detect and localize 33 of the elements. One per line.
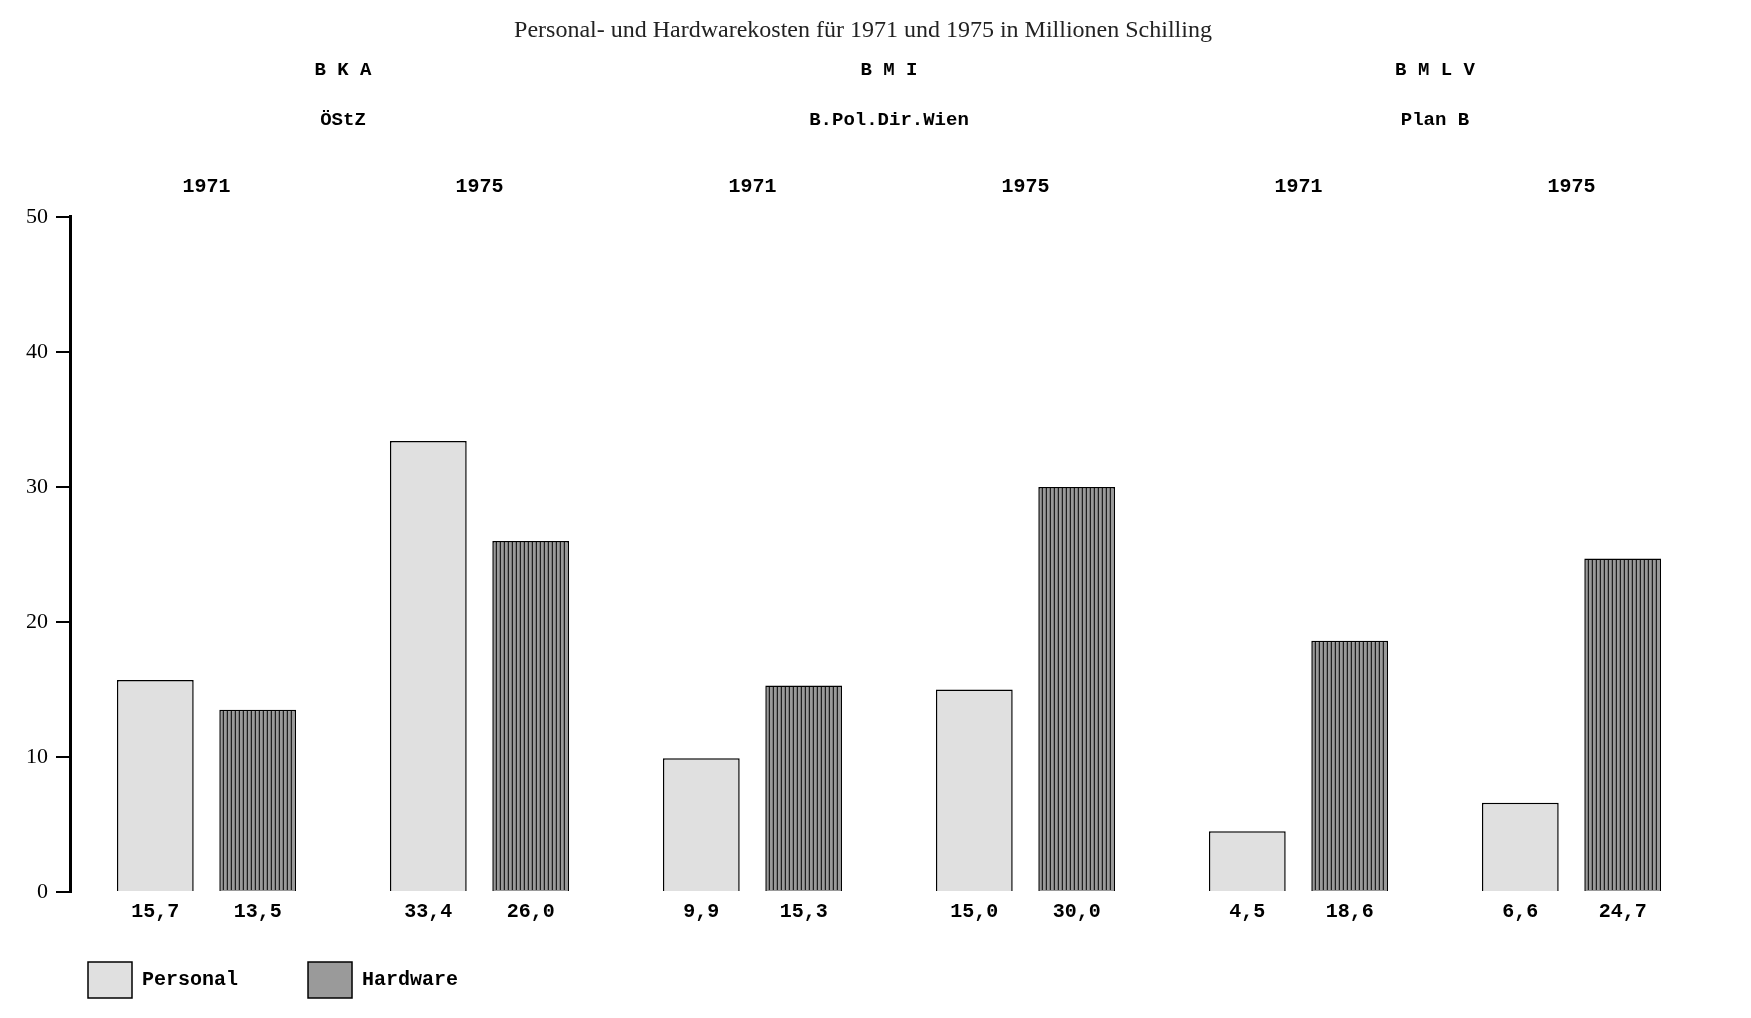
x-tick-label: 1971 xyxy=(1274,174,1323,198)
y-tick-label: 20 xyxy=(26,607,48,633)
text: B.Pol.Dir.Wien xyxy=(809,108,969,131)
y-tick-label: 50 xyxy=(26,202,48,228)
data-label: 15,7 xyxy=(131,900,180,924)
x-tick-label: 1975 xyxy=(455,174,504,198)
y-tick-label: 10 xyxy=(26,742,48,768)
chart-title: Personal- und Hardwarekosten für 1971 und 1975 in Millionen Schilling xyxy=(514,15,1212,42)
text: Plan B xyxy=(1400,108,1470,131)
x-tick-label: 1975 xyxy=(1547,174,1596,198)
x-tick-label: 1971 xyxy=(182,174,231,198)
data-label: 24,7 xyxy=(1598,900,1647,924)
text: ÖStZ xyxy=(320,108,366,131)
text: B M L V xyxy=(1395,58,1476,81)
data-label: 6,6 xyxy=(1502,900,1539,924)
legend-label: Hardware xyxy=(362,968,459,992)
data-label: 26,0 xyxy=(506,900,555,924)
data-label: 15,0 xyxy=(950,900,999,924)
x-tick-label: 1975 xyxy=(1001,174,1050,198)
text: B K A xyxy=(314,58,373,81)
data-label: 4,5 xyxy=(1229,900,1266,924)
data-label: 15,3 xyxy=(779,900,828,924)
y-tick-label: 0 xyxy=(37,877,48,903)
data-label: 33,4 xyxy=(404,900,453,924)
data-label: 9,9 xyxy=(683,900,720,924)
text: B M I xyxy=(860,58,918,81)
y-tick-label: 40 xyxy=(26,337,48,363)
data-label: 30,0 xyxy=(1052,900,1101,924)
data-label: 18,6 xyxy=(1325,900,1374,924)
y-tick-label: 30 xyxy=(26,472,48,498)
data-label: 13,5 xyxy=(233,900,282,924)
legend-label: Personal xyxy=(142,968,239,992)
x-tick-label: 1971 xyxy=(728,174,777,198)
